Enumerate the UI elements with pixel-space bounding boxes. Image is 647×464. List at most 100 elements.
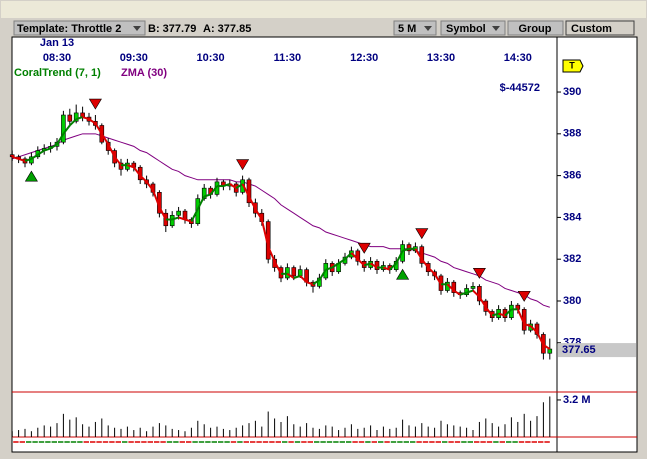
coraltrend-segment xyxy=(184,218,192,223)
coraltrend-segment xyxy=(344,252,353,260)
chart-area xyxy=(11,36,638,453)
coraltrend-segment xyxy=(203,193,211,198)
coraltrend-segment xyxy=(536,331,545,346)
bid-label: B: 377.79 xyxy=(148,23,196,35)
sell-signal xyxy=(236,159,250,171)
x-tick-label: 14:30 xyxy=(504,52,532,64)
symbol-label: Symbol xyxy=(446,23,486,35)
coraltrend-segment xyxy=(235,183,244,189)
legend-entry: ZMA (30) xyxy=(121,67,167,79)
coraltrend-segment xyxy=(107,143,116,158)
coraltrend-segment xyxy=(171,216,179,221)
candle-body xyxy=(73,112,79,122)
coraltrend-segment xyxy=(446,283,455,292)
y-tick-label: 380 xyxy=(563,295,581,307)
coraltrend-segment xyxy=(248,196,257,210)
candle-body xyxy=(61,114,66,143)
coraltrend-segment xyxy=(178,216,186,221)
sell-signal xyxy=(517,290,531,302)
custom-button[interactable] xyxy=(565,20,635,36)
template-dropdown[interactable] xyxy=(13,20,146,36)
coraltrend-segment xyxy=(523,323,531,328)
coraltrend-segment xyxy=(139,174,148,183)
candle-body xyxy=(297,269,303,277)
coraltrend-segment xyxy=(389,262,397,271)
coraltrend-segment xyxy=(459,291,467,296)
top-strip xyxy=(1,1,646,18)
coraltrend-segment xyxy=(152,189,161,208)
candle-body xyxy=(406,244,412,252)
coraltrend-segment xyxy=(312,279,320,286)
plot: 08:30 09:30 10:30 11:30 12:30 13:30 14:3037838… xyxy=(9,52,636,443)
coraltrend-segment xyxy=(37,149,45,156)
sell-signal xyxy=(472,267,486,279)
dropdown-arrow xyxy=(492,26,500,31)
coraltrend-segment xyxy=(229,183,237,189)
group-label: Group xyxy=(519,23,552,35)
coraltrend-segment xyxy=(318,269,327,281)
coraltrend-segment xyxy=(62,124,71,135)
coraltrend-segment xyxy=(190,208,199,223)
coraltrend-segment xyxy=(18,157,26,162)
coraltrend-segment xyxy=(395,250,404,264)
coraltrend-segment xyxy=(370,262,378,269)
buy-signal xyxy=(24,170,38,182)
coraltrend-segment xyxy=(478,296,487,308)
coraltrend-segment xyxy=(383,266,391,271)
coraltrend-segment xyxy=(69,118,77,127)
interval-label: 5 M xyxy=(398,23,416,35)
coraltrend-segment xyxy=(267,246,276,262)
coraltrend-segment xyxy=(75,116,83,121)
symbol-dropdown[interactable] xyxy=(440,20,506,36)
coraltrend-segment xyxy=(241,183,250,197)
coraltrend-segment xyxy=(504,308,513,317)
coraltrend-segment xyxy=(427,266,436,275)
coraltrend-segment xyxy=(56,133,65,145)
group-button[interactable] xyxy=(507,20,564,36)
coraltrend-segment xyxy=(209,185,218,196)
coraltrend-segment xyxy=(433,273,442,285)
coraltrend-segment xyxy=(466,289,474,294)
coraltrend-segment xyxy=(414,248,423,260)
coraltrend-segment xyxy=(127,164,135,169)
legend-entry: CoralTrend (7, 1) xyxy=(14,67,101,79)
candle-body xyxy=(80,112,85,118)
coraltrend-segment xyxy=(286,272,295,279)
interval-dropdown[interactable] xyxy=(393,20,437,36)
x-tick-label: 10:30 xyxy=(197,52,225,64)
coraltrend-segment xyxy=(357,258,365,267)
coraltrend-segment xyxy=(133,166,141,177)
candle-body xyxy=(67,114,73,122)
coraltrend-segment xyxy=(50,143,58,150)
coraltrend-segment xyxy=(498,312,506,317)
sell-signal xyxy=(88,98,102,110)
position-marker xyxy=(562,59,584,73)
coraltrend-segment xyxy=(306,281,314,286)
coraltrend-segment xyxy=(100,133,110,145)
sell-signal xyxy=(415,228,429,240)
candle-body xyxy=(169,215,175,227)
y-tick-label: 386 xyxy=(563,170,581,182)
coraltrend-segment xyxy=(254,208,263,221)
y-tick-label: 388 xyxy=(563,128,581,140)
coraltrend-segment xyxy=(30,153,39,160)
coraltrend-segment xyxy=(88,118,96,125)
coraltrend-segment xyxy=(273,260,282,275)
coraltrend-segment xyxy=(158,206,167,220)
last-price-label: 377.65 xyxy=(562,344,596,356)
volume-tick-label: 3.2 M xyxy=(563,394,591,406)
x-tick-label: 09:30 xyxy=(120,52,148,64)
candle-body xyxy=(547,348,553,354)
pnl-label: $-44572 xyxy=(500,82,540,94)
coraltrend-segment xyxy=(325,266,333,271)
coraltrend-segment xyxy=(293,274,301,279)
coraltrend-segment xyxy=(472,289,481,298)
coraltrend-segment xyxy=(542,344,551,350)
coraltrend-segment xyxy=(43,147,51,152)
coraltrend-segment xyxy=(94,122,103,135)
coraltrend-segment xyxy=(260,219,270,247)
x-tick-label: 08:30 xyxy=(43,52,71,64)
candle-body xyxy=(285,267,290,279)
dropdown-arrow xyxy=(424,26,432,31)
